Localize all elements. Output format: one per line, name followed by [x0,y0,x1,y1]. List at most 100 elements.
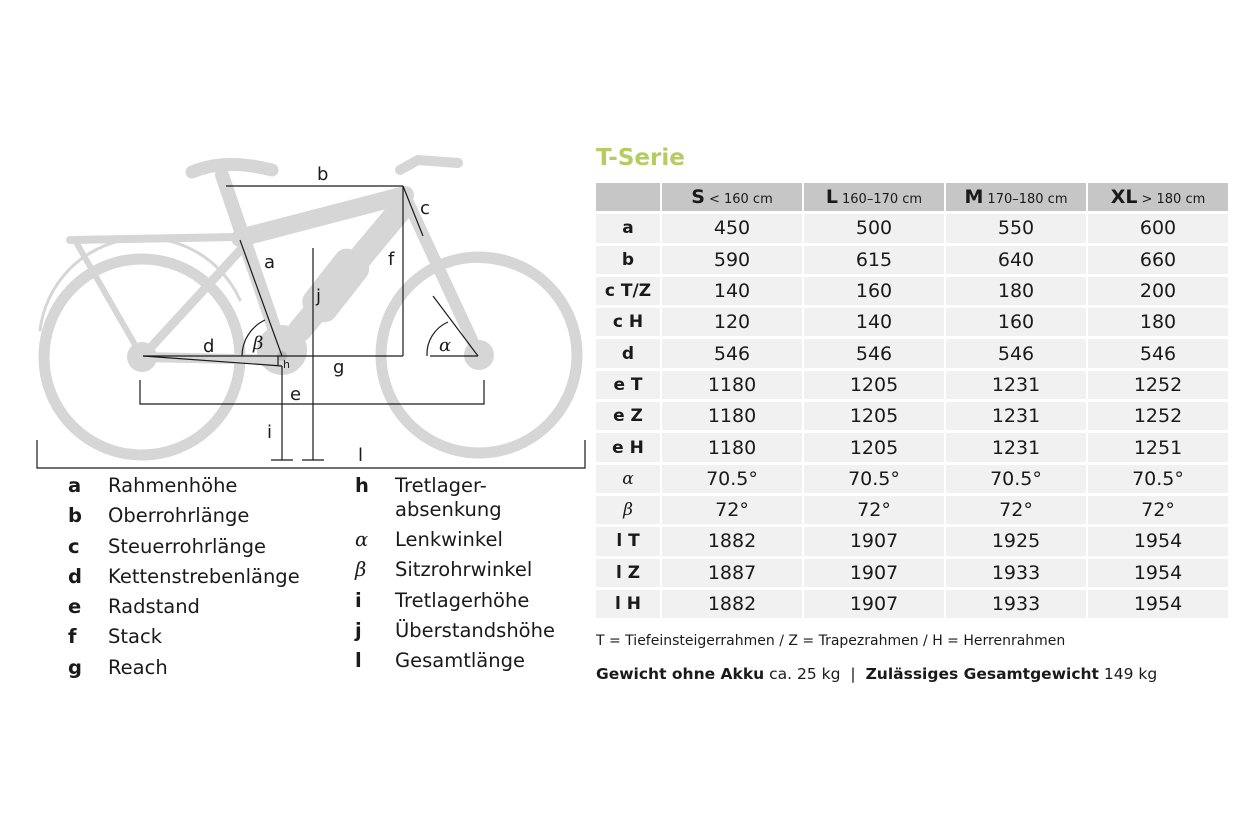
table-cell: 1251 [1088,433,1228,462]
table-cell: 600 [1088,214,1228,243]
table-cell: 160 [946,308,1086,337]
table-cell: 590 [662,245,802,274]
table-cell: 1231 [946,370,1086,400]
table-row: l T 1882 1907 1925 1954 [596,527,1228,556]
table-cell: 180 [1088,308,1228,337]
label-e: e [290,384,301,405]
table-cell: 660 [1088,245,1228,274]
dimension-lines [36,185,586,469]
table-cell: 140 [662,276,802,306]
legend-text: Rahmenhöhe [108,474,238,497]
table-row: d 546 546 546 546 [596,339,1228,368]
rear-fender [38,236,242,332]
legend-text: Tretlagerhöhe [395,588,530,612]
table-cell: 1907 [804,527,944,556]
table-row: l H 1882 1907 1933 1954 [596,589,1228,619]
table-cell: 1180 [662,433,802,462]
legend-key: f [68,625,77,649]
row-label: e Z [596,402,660,431]
row-label: e T [596,370,660,400]
dimension-labels: b c a f j d β h g α e i l [203,164,451,466]
saddle [185,158,279,179]
table-cell: 70.5° [1088,464,1228,493]
size-header: S < 160 cm [662,183,802,212]
row-label: α [596,464,660,493]
label-h: h [283,358,290,371]
row-label: a [596,214,660,243]
table-cell: 70.5° [946,464,1086,493]
row-label: c H [596,308,660,337]
legend-right-column: h Tretlager-absenkung α Lenkwinkel β Sitzrohr… [355,474,555,679]
label-f: f [388,249,395,270]
legend-item: c Steuerrohrlänge [68,535,300,565]
legend-text: Tretlager-absenkung [395,474,502,522]
legend-text: Sitzrohrwinkel [395,558,533,582]
row-label: c T/Z [596,276,660,306]
table-cell: 72° [946,495,1086,525]
front-wheel [375,251,583,459]
table-cell: 1231 [946,402,1086,431]
table-cell: 70.5° [662,464,802,493]
max-weight-label: Zulässiges Gesamtgewicht [865,665,1099,683]
table-cell: 72° [1088,495,1228,525]
legend-item: b Oberrohrlänge [68,504,300,534]
table-cell: 1180 [662,402,802,431]
label-alpha: α [439,335,451,356]
table-cell: 550 [946,214,1086,243]
table-cell: 1231 [946,433,1086,462]
table-cell: 450 [662,214,802,243]
label-d: d [203,336,214,357]
table-cell: 1205 [804,433,944,462]
header-corner [596,183,660,212]
front-fender [383,259,577,332]
table-cell: 1933 [946,558,1086,587]
legend-item: g Reach [68,656,300,686]
legend-key: β [355,558,367,582]
legend-text: Kettenstrebenlänge [108,564,300,588]
legend-text: Lenkwinkel [395,528,503,551]
legend-key: h [355,474,369,497]
table-cell: 200 [1088,276,1228,306]
size-range: < 160 cm [708,192,773,208]
table-row: c T/Z 140 160 180 200 [596,276,1228,306]
legend-item: α Lenkwinkel [355,528,555,558]
table-cell: 72° [804,495,944,525]
legend-left-column: a Rahmenhöhe b Oberrohrlänge c Steuerrohrläng… [68,474,300,686]
size-range: > 180 cm [1141,192,1206,208]
table-row: l Z 1887 1907 1933 1954 [596,558,1228,587]
table-cell: 1933 [946,589,1086,619]
table-cell: 1907 [804,589,944,619]
top-tube [231,186,414,247]
legend-key: e [68,595,82,619]
legend-text: Überstandshöhe [395,618,555,642]
legend-item: a Rahmenhöhe [68,474,300,504]
table-cell: 1954 [1088,589,1228,619]
legend-item: β Sitzrohrwinkel [355,558,555,588]
size-range: 170–180 cm [987,192,1068,208]
table-row: β 72° 72° 72° 72° [596,495,1228,525]
table-cell: 615 [804,245,944,274]
table-cell: 120 [662,308,802,337]
bike-silhouette [38,155,583,461]
row-label: l H [596,589,660,619]
table-cell: 140 [804,308,944,337]
series-title: T-Serie [596,145,685,171]
table-cell: 1925 [946,527,1086,556]
legend-item: l Gesamtlänge [355,649,555,679]
max-weight-value: 149 kg [1103,665,1158,683]
size-header: M 170–180 cm [946,183,1086,212]
row-label: l T [596,527,660,556]
label-g: g [333,357,344,378]
seatstay [137,240,250,362]
table-row: e Z 1180 1205 1231 1252 [596,402,1228,431]
legend-item: e Radstand [68,595,300,625]
legend-item: f Stack [68,625,300,655]
label-i: i [267,422,272,443]
table-cell: 180 [946,276,1086,306]
legend-key: i [355,588,362,612]
table-cell: 1882 [662,527,802,556]
table-row: b 590 615 640 660 [596,245,1228,274]
table-cell: 546 [1088,339,1228,368]
table-row: α 70.5° 70.5° 70.5° 70.5° [596,464,1228,493]
row-label: b [596,245,660,274]
